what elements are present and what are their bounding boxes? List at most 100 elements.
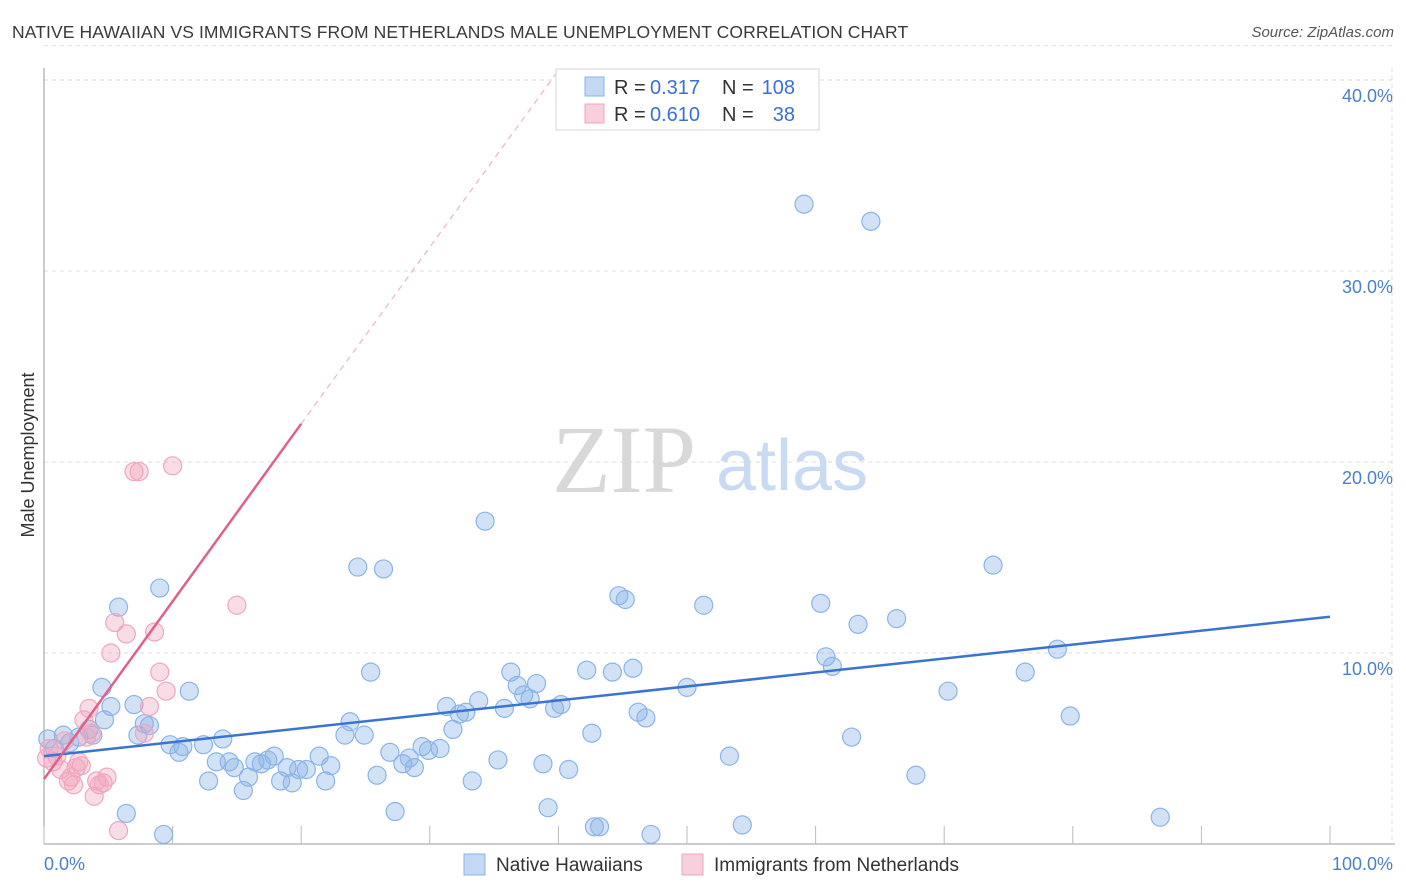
point-netherlands-13 xyxy=(76,727,97,747)
point-netherlands-32 xyxy=(163,456,183,476)
point-native-hawaiian-96 xyxy=(848,614,868,634)
watermark-zip: ZIP xyxy=(552,406,696,513)
point-netherlands-27 xyxy=(134,723,154,743)
bottom-legend-label-blue: Native Hawaiians xyxy=(496,855,643,876)
point-native-hawaiian-104 xyxy=(1060,706,1080,726)
point-netherlands-25 xyxy=(124,461,144,482)
point-netherlands-28 xyxy=(139,696,160,717)
legend-n-label-1: N = xyxy=(722,77,754,99)
point-native-hawaiian-86 xyxy=(641,824,661,845)
y-axis-label: Male Unemployment xyxy=(18,372,38,537)
point-native-hawaiian-85 xyxy=(636,708,656,728)
y-tick-label-30: 30.0% xyxy=(1342,277,1393,297)
chart-title: NATIVE HAWAIIAN VS IMMIGRANTS FROM NETHE… xyxy=(12,22,909,42)
axes xyxy=(43,68,1395,845)
point-native-hawaiian-82 xyxy=(615,589,635,610)
legend-n-value-1: 108 xyxy=(762,77,795,99)
point-native-hawaiian-9 xyxy=(101,696,121,717)
point-native-hawaiian-25 xyxy=(213,729,233,749)
x-tick-label-max: 100.0% xyxy=(1332,854,1393,874)
point-native-hawaiian-77 xyxy=(582,723,602,743)
point-native-hawaiian-41 xyxy=(321,756,341,776)
point-native-hawaiian-38 xyxy=(296,759,316,780)
point-native-hawaiian-72 xyxy=(538,798,558,818)
trend-line-netherlands xyxy=(42,423,303,780)
point-native-hawaiian-83 xyxy=(623,658,643,678)
y-tick-label-20: 20.0% xyxy=(1342,468,1393,488)
point-native-hawaiian-37 xyxy=(289,759,309,780)
legend-swatch-blue xyxy=(584,76,605,97)
point-native-hawaiian-103 xyxy=(1047,639,1067,659)
point-native-hawaiian-67 xyxy=(507,675,527,696)
point-native-hawaiian-47 xyxy=(367,765,387,785)
point-native-hawaiian-101 xyxy=(983,555,1003,575)
point-native-hawaiian-65 xyxy=(494,698,514,718)
series-native-hawaiians xyxy=(38,194,1170,845)
point-native-hawaiian-88 xyxy=(694,595,714,615)
point-native-hawaiian-105 xyxy=(1150,807,1170,827)
bottom-legend-label-pink: Immigrants from Netherlands xyxy=(714,855,959,876)
trend-line-native-hawaiians xyxy=(43,615,1331,758)
point-native-hawaiian-92 xyxy=(811,593,831,613)
point-native-hawaiian-80 xyxy=(602,662,623,682)
y-tick-labels: 10.0% 20.0% 30.0% 40.0% xyxy=(1342,86,1393,679)
point-native-hawaiian-48 xyxy=(373,559,394,579)
series-immigrants-netherlands xyxy=(36,456,247,841)
point-native-hawaiian-79 xyxy=(589,817,610,837)
point-native-hawaiian-40 xyxy=(316,771,336,791)
bottom-legend-swatch-pink xyxy=(681,853,704,876)
point-netherlands-21 xyxy=(101,643,121,663)
point-native-hawaiian-33 xyxy=(264,746,284,766)
point-native-hawaiian-94 xyxy=(822,656,842,676)
point-native-hawaiian-89 xyxy=(719,746,740,766)
point-native-hawaiian-17 xyxy=(153,824,174,845)
point-native-hawaiian-63 xyxy=(475,511,495,531)
point-native-hawaiian-46 xyxy=(361,662,381,682)
point-netherlands-16 xyxy=(84,786,104,806)
point-native-hawaiian-62 xyxy=(469,691,489,711)
point-native-hawaiian-4 xyxy=(69,727,89,747)
bottom-legend-swatch-blue xyxy=(463,853,486,876)
point-native-hawaiian-56 xyxy=(430,738,450,759)
point-native-hawaiian-11 xyxy=(116,803,136,824)
point-native-hawaiian-70 xyxy=(526,673,547,694)
legend-r-value-2: 0.610 xyxy=(650,104,700,126)
correlation-legend: R = 0.317 N = 108 R = 0.610 N = 38 xyxy=(555,68,820,131)
point-native-hawaiian-75 xyxy=(559,759,579,780)
trend-line-netherlands-extension xyxy=(300,70,559,425)
point-native-hawaiian-2 xyxy=(53,725,73,745)
point-native-hawaiian-53 xyxy=(404,757,424,778)
point-native-hawaiian-78 xyxy=(584,817,605,837)
point-native-hawaiian-50 xyxy=(385,801,405,822)
point-native-hawaiian-98 xyxy=(887,609,907,629)
point-netherlands-31 xyxy=(156,681,176,701)
point-netherlands-26 xyxy=(129,461,149,482)
point-native-hawaiian-93 xyxy=(816,647,836,667)
point-native-hawaiian-23 xyxy=(199,771,219,791)
point-netherlands-30 xyxy=(150,662,170,682)
point-native-hawaiian-91 xyxy=(794,194,814,214)
point-native-hawaiian-45 xyxy=(354,725,374,745)
point-native-hawaiian-21 xyxy=(179,681,199,701)
point-netherlands-29 xyxy=(144,622,165,642)
point-netherlands-8 xyxy=(63,775,84,795)
point-netherlands-15 xyxy=(81,723,102,743)
legend-n-label-2: N = xyxy=(722,104,754,126)
y-tick-label-40: 40.0% xyxy=(1342,86,1393,106)
point-native-hawaiian-16 xyxy=(150,578,170,598)
point-netherlands-11 xyxy=(71,756,91,776)
point-native-hawaiian-26 xyxy=(219,752,239,772)
point-native-hawaiian-99 xyxy=(906,765,926,785)
point-native-hawaiian-52 xyxy=(399,748,419,768)
series-legend: Native Hawaiians Immigrants from Netherl… xyxy=(463,853,959,876)
point-native-hawaiian-61 xyxy=(462,771,482,791)
point-native-hawaiian-49 xyxy=(380,742,400,762)
point-native-hawaiian-90 xyxy=(732,815,752,835)
watermark-atlas: atlas xyxy=(716,426,868,506)
trend-lines xyxy=(42,70,1331,780)
legend-n-value-2: 38 xyxy=(773,104,795,126)
point-netherlands-23 xyxy=(108,821,129,841)
point-native-hawaiian-76 xyxy=(577,660,597,680)
x-tick-label-min: 0.0% xyxy=(44,854,85,874)
